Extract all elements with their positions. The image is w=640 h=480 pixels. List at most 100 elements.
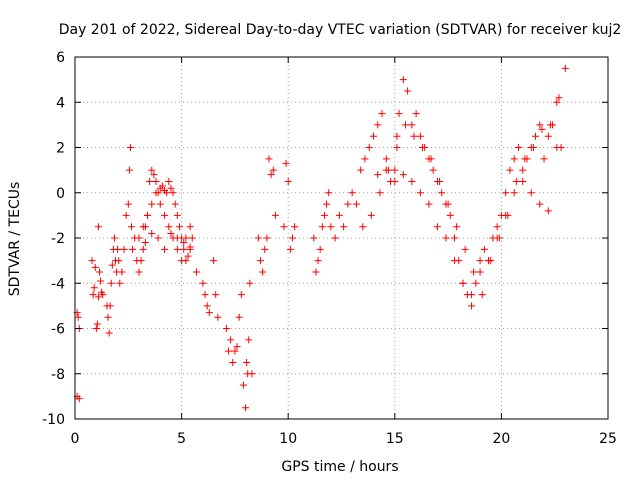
data-point bbox=[173, 234, 181, 242]
data-point bbox=[75, 395, 83, 403]
data-point bbox=[399, 76, 407, 84]
data-point bbox=[186, 243, 194, 251]
data-point bbox=[512, 177, 520, 185]
data-point bbox=[146, 177, 154, 185]
data-point bbox=[156, 200, 164, 208]
data-point bbox=[246, 279, 254, 287]
data-point bbox=[316, 245, 324, 253]
data-point bbox=[450, 234, 458, 242]
data-point bbox=[365, 144, 373, 151]
data-point bbox=[480, 245, 488, 253]
data-point bbox=[94, 293, 102, 301]
data-point bbox=[227, 336, 235, 344]
data-point bbox=[468, 291, 476, 299]
data-point bbox=[416, 132, 424, 140]
data-point bbox=[320, 211, 328, 219]
data-point bbox=[199, 279, 207, 287]
data-point bbox=[529, 144, 537, 151]
data-point bbox=[96, 268, 104, 276]
data-point bbox=[94, 223, 102, 231]
data-point bbox=[325, 189, 333, 197]
data-point bbox=[125, 166, 133, 174]
data-point bbox=[137, 257, 145, 265]
data-point bbox=[135, 268, 143, 276]
data-point bbox=[99, 291, 107, 299]
data-point bbox=[444, 200, 452, 208]
data-point bbox=[245, 336, 253, 344]
data-point bbox=[352, 200, 360, 208]
data-point bbox=[410, 132, 418, 140]
data-point bbox=[126, 144, 134, 151]
data-point bbox=[374, 171, 382, 179]
y-tick-label: 4 bbox=[56, 95, 65, 111]
data-point bbox=[161, 245, 169, 253]
y-tick-label: -10 bbox=[42, 412, 65, 428]
data-point bbox=[521, 155, 529, 163]
data-point bbox=[90, 284, 98, 292]
data-point bbox=[401, 121, 409, 129]
data-point bbox=[327, 223, 335, 231]
x-tick-label: 20 bbox=[492, 431, 510, 447]
y-tick-label: -6 bbox=[51, 322, 65, 338]
y-tick-label: -4 bbox=[51, 276, 65, 292]
data-point bbox=[243, 358, 251, 366]
data-point bbox=[139, 223, 147, 231]
data-point bbox=[348, 189, 356, 197]
data-point bbox=[171, 200, 179, 208]
data-point bbox=[92, 325, 100, 332]
data-point bbox=[205, 309, 213, 317]
data-point bbox=[314, 257, 322, 265]
data-point bbox=[561, 64, 569, 72]
data-point bbox=[180, 239, 188, 247]
data-point bbox=[519, 166, 527, 174]
data-point bbox=[384, 166, 392, 174]
data-point bbox=[446, 211, 454, 219]
data-point bbox=[237, 291, 245, 299]
data-point bbox=[122, 211, 130, 219]
data-point bbox=[436, 177, 444, 185]
data-point bbox=[553, 98, 561, 106]
data-point bbox=[553, 144, 561, 151]
data-point bbox=[506, 166, 514, 174]
data-point bbox=[546, 121, 554, 129]
x-axis-label: GPS time / hours bbox=[281, 459, 398, 475]
data-point bbox=[391, 166, 399, 174]
data-point bbox=[256, 257, 264, 265]
axis-ticks bbox=[74, 56, 609, 420]
data-point bbox=[367, 211, 375, 219]
data-point bbox=[369, 132, 377, 140]
data-point bbox=[442, 234, 450, 242]
data-point bbox=[222, 325, 230, 332]
data-point bbox=[116, 279, 124, 287]
data-point bbox=[544, 207, 552, 215]
data-point bbox=[154, 234, 162, 242]
data-point bbox=[225, 347, 233, 355]
data-point bbox=[267, 171, 275, 179]
data-point bbox=[231, 347, 239, 355]
data-point bbox=[438, 189, 446, 197]
data-point bbox=[357, 166, 365, 174]
data-point bbox=[110, 234, 118, 242]
data-point bbox=[141, 239, 149, 247]
x-tick-label: 0 bbox=[71, 431, 80, 447]
data-point bbox=[470, 268, 478, 276]
data-point bbox=[210, 257, 218, 265]
data-point bbox=[114, 245, 122, 253]
data-point bbox=[120, 245, 128, 253]
data-point bbox=[242, 404, 250, 412]
x-tick-label: 10 bbox=[279, 431, 297, 447]
data-point bbox=[167, 229, 175, 237]
data-point bbox=[536, 200, 544, 208]
data-point bbox=[280, 223, 288, 231]
data-point bbox=[288, 234, 296, 242]
data-point bbox=[233, 343, 241, 351]
y-tick-label: 0 bbox=[56, 186, 65, 202]
y-axis-label: SDTVAR / TECUs bbox=[7, 182, 23, 297]
data-points bbox=[73, 64, 569, 412]
data-point bbox=[453, 223, 461, 231]
data-point bbox=[378, 110, 386, 118]
y-tick-label: 6 bbox=[56, 50, 65, 66]
data-point bbox=[115, 257, 123, 265]
data-point bbox=[212, 291, 220, 299]
